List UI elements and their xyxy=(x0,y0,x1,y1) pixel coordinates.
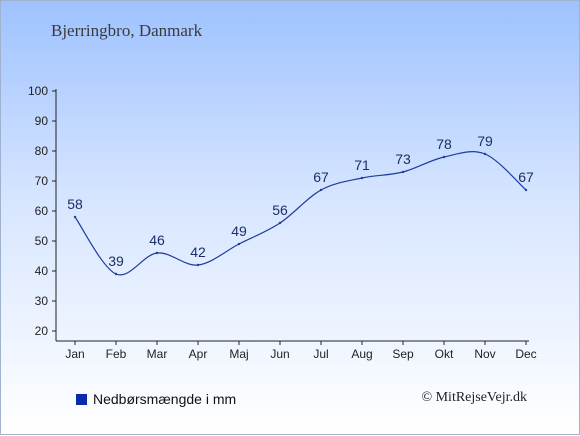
x-tick-label: Feb xyxy=(106,347,127,361)
x-tick-label: Aug xyxy=(351,347,372,361)
x-tick-label: Jan xyxy=(65,347,84,361)
legend-label: Nedbørsmængde i mm xyxy=(93,391,237,407)
data-point xyxy=(401,170,405,174)
legend-swatch xyxy=(76,393,87,405)
x-tick-label: Maj xyxy=(229,347,248,361)
data-label: 67 xyxy=(518,169,534,185)
y-tick-label: 60 xyxy=(35,204,49,218)
data-point xyxy=(155,251,159,255)
x-tick-label: Okt xyxy=(435,347,454,361)
data-point xyxy=(114,272,118,276)
data-label: 56 xyxy=(272,202,288,218)
data-point xyxy=(442,155,446,159)
data-point xyxy=(319,188,323,192)
data-label: 79 xyxy=(477,133,493,149)
data-label: 42 xyxy=(190,244,206,260)
data-point xyxy=(524,188,528,192)
y-tick-label: 50 xyxy=(35,234,49,248)
data-label: 46 xyxy=(149,232,165,248)
data-point xyxy=(196,263,200,267)
data-point xyxy=(483,152,487,156)
data-point xyxy=(237,242,241,246)
data-label: 78 xyxy=(436,136,452,152)
data-point xyxy=(73,215,77,219)
y-tick-label: 30 xyxy=(35,294,49,308)
legend: Nedbørsmængde i mm xyxy=(76,391,236,407)
x-tick-label: Jun xyxy=(270,347,289,361)
data-label: 39 xyxy=(108,253,124,269)
data-point xyxy=(360,176,364,180)
data-label: 49 xyxy=(231,223,247,239)
y-tick-label: 40 xyxy=(35,264,49,278)
data-label: 73 xyxy=(395,151,411,167)
x-tick-label: Mar xyxy=(147,347,168,361)
y-tick-label: 20 xyxy=(35,324,49,338)
y-tick-label: 90 xyxy=(35,114,49,128)
data-label: 67 xyxy=(313,169,329,185)
x-tick-label: Sep xyxy=(392,347,414,361)
x-tick-label: Dec xyxy=(515,347,536,361)
data-point xyxy=(278,221,282,225)
chart-title: Bjerringbro, Danmark xyxy=(51,21,203,40)
x-tick-label: Jul xyxy=(313,347,328,361)
y-tick-label: 100 xyxy=(28,84,48,98)
y-tick-label: 80 xyxy=(35,144,49,158)
y-tick-label: 70 xyxy=(35,174,49,188)
x-tick-label: Nov xyxy=(474,347,495,361)
credit-text: © MitRejseVejr.dk xyxy=(421,390,527,405)
data-label: 71 xyxy=(354,157,370,173)
data-label: 58 xyxy=(67,196,83,212)
series-line xyxy=(74,151,527,276)
x-tick-label: Apr xyxy=(189,347,208,361)
